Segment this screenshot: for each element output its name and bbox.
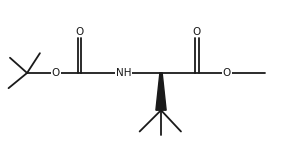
Text: O: O <box>76 27 84 37</box>
Text: O: O <box>193 27 201 37</box>
Polygon shape <box>156 73 166 110</box>
Text: O: O <box>52 68 60 78</box>
Text: NH: NH <box>116 68 132 78</box>
Text: O: O <box>223 68 231 78</box>
